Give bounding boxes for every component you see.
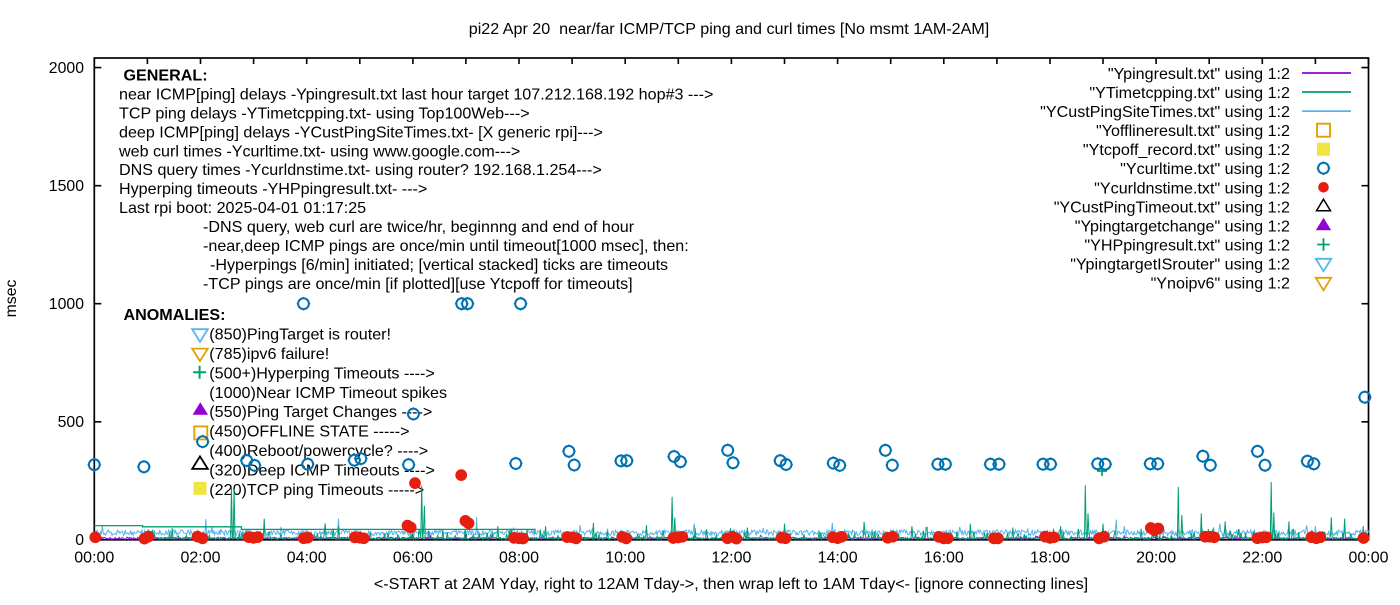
svg-text:deep ICMP[ping] delays -YCustP: deep ICMP[ping] delays -YCustPingSiteTim…	[119, 124, 603, 141]
svg-text:(320)Deep ICMP Timeouts ---->: (320)Deep ICMP Timeouts ---->	[209, 463, 435, 480]
svg-text:msec: msec	[3, 280, 20, 318]
svg-text:web curl times -Ycurltime.txt-: web curl times -Ycurltime.txt- using www…	[118, 143, 520, 160]
svg-text:pi22 Apr 20 near/far ICMP/TCP: pi22 Apr 20 near/far ICMP/TCP ping and c…	[469, 21, 990, 38]
svg-text:(785)ipv6 failure!: (785)ipv6 failure!	[209, 346, 329, 363]
svg-text:08:00: 08:00	[499, 549, 539, 566]
svg-text:14:00: 14:00	[818, 549, 858, 566]
svg-text:"Ycurltime.txt" using 1:2: "Ycurltime.txt" using 1:2	[1120, 161, 1290, 178]
svg-text:22:00: 22:00	[1242, 549, 1282, 566]
svg-text:16:00: 16:00	[924, 549, 964, 566]
svg-text:(1000)Near ICMP Timeout spikes: (1000)Near ICMP Timeout spikes	[209, 385, 447, 402]
svg-text:-Hyperpings [6/min] initiated;: -Hyperpings [6/min] initiated; [vertical…	[210, 257, 668, 274]
svg-text:"Ynoipv6" using 1:2: "Ynoipv6" using 1:2	[1151, 276, 1291, 293]
svg-text:00:00: 00:00	[1349, 549, 1389, 566]
svg-text:2000: 2000	[49, 60, 84, 77]
svg-text:(500+)Hyperping Timeouts ---->: (500+)Hyperping Timeouts ---->	[209, 365, 434, 382]
svg-text:near ICMP[ping] delays -Ypingr: near ICMP[ping] delays -Ypingresult.txt …	[119, 87, 713, 104]
svg-text:"Ypingtargetchange" using 1:2: "Ypingtargetchange" using 1:2	[1075, 218, 1290, 235]
svg-text:-near,deep ICMP pings are once: -near,deep ICMP pings are once/min until…	[203, 238, 689, 255]
svg-text:"Ypingresult.txt" using 1:2: "Ypingresult.txt" using 1:2	[1108, 66, 1290, 83]
svg-text:20:00: 20:00	[1136, 549, 1176, 566]
svg-text:GENERAL:: GENERAL:	[124, 68, 208, 85]
svg-text:ANOMALIES:: ANOMALIES:	[124, 307, 226, 324]
svg-text:<-START at 2AM Yday, right to: <-START at 2AM Yday, right to 12AM Tday-…	[374, 576, 1088, 593]
svg-text:1000: 1000	[49, 296, 84, 313]
svg-text:00:00: 00:00	[74, 549, 114, 566]
svg-text:(550)Ping Target Changes ---->: (550)Ping Target Changes ---->	[209, 404, 432, 421]
svg-text:"Ytcpoff_record.txt" using 1:2: "Ytcpoff_record.txt" using 1:2	[1083, 142, 1290, 159]
svg-text:(850)PingTarget is router!: (850)PingTarget is router!	[209, 326, 391, 343]
svg-text:"Ycurldnstime.txt" using 1:2: "Ycurldnstime.txt" using 1:2	[1094, 180, 1290, 197]
svg-text:DNS query times -Ycurldnstime.: DNS query times -Ycurldnstime.txt- using…	[119, 162, 602, 179]
svg-text:06:00: 06:00	[393, 549, 433, 566]
svg-text:(220)TCP ping Timeouts ----->: (220)TCP ping Timeouts ----->	[209, 482, 424, 499]
svg-text:Hyperping timeouts -YHPpingres: Hyperping timeouts -YHPpingresult.txt- -…	[119, 181, 427, 198]
svg-text:"Yofflineresult.txt" using 1:2: "Yofflineresult.txt" using 1:2	[1096, 123, 1290, 140]
svg-text:"YpingtargetISrouter" using 1:: "YpingtargetISrouter" using 1:2	[1070, 257, 1290, 274]
svg-text:"YTimetcpping.txt" using 1:2: "YTimetcpping.txt" using 1:2	[1089, 85, 1290, 102]
svg-text:10:00: 10:00	[605, 549, 645, 566]
svg-text:"YCustPingTimeout.txt" using 1: "YCustPingTimeout.txt" using 1:2	[1054, 199, 1290, 216]
svg-text:"YCustPingSiteTimes.txt" using: "YCustPingSiteTimes.txt" using 1:2	[1040, 104, 1290, 121]
svg-text:Last rpi boot: 2025-04-01 01:1: Last rpi boot: 2025-04-01 01:17:25	[119, 200, 366, 217]
svg-text:-TCP pings are once/min [if pl: -TCP pings are once/min [if plotted][use…	[203, 276, 633, 293]
svg-text:500: 500	[58, 414, 84, 431]
svg-text:0: 0	[75, 532, 84, 549]
svg-text:04:00: 04:00	[287, 549, 327, 566]
svg-text:"YHPpingresult.txt" using 1:2: "YHPpingresult.txt" using 1:2	[1084, 238, 1290, 255]
svg-text:(400)Reboot/powercycle? ---->: (400)Reboot/powercycle? ---->	[209, 443, 428, 460]
svg-text:(450)OFFLINE STATE ----->: (450)OFFLINE STATE ----->	[209, 424, 409, 441]
svg-text:18:00: 18:00	[1030, 549, 1070, 566]
svg-text:12:00: 12:00	[711, 549, 751, 566]
svg-text:TCP ping delays -YTimetcpping.: TCP ping delays -YTimetcpping.txt- using…	[119, 106, 530, 123]
svg-text:-DNS query, web curl are twice: -DNS query, web curl are twice/hr, begin…	[203, 219, 635, 236]
svg-text:1500: 1500	[49, 178, 84, 195]
svg-text:02:00: 02:00	[181, 549, 221, 566]
